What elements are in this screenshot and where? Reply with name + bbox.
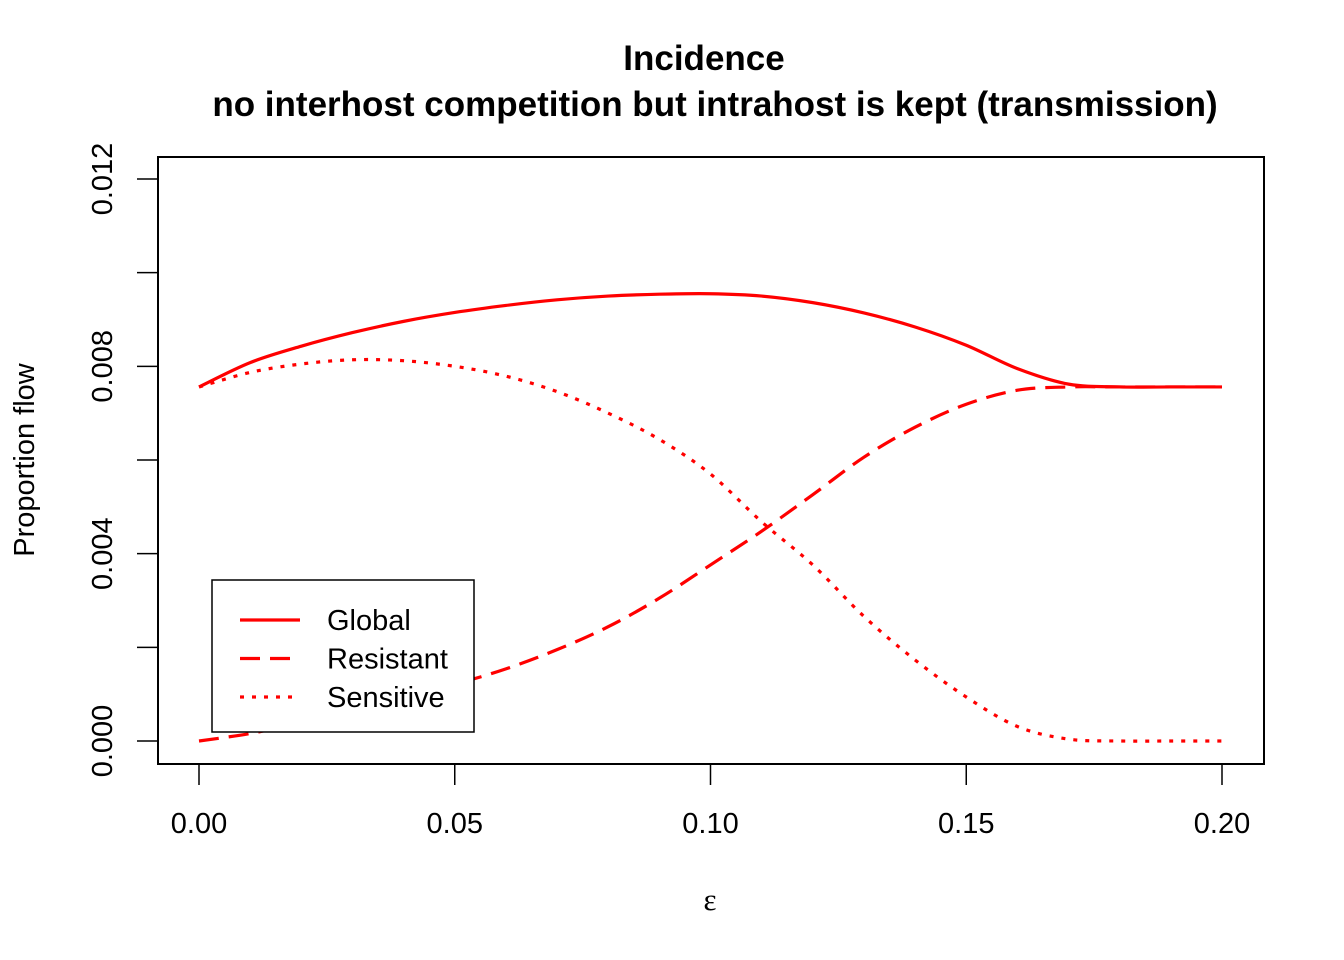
x-tick-label: 0.15: [938, 808, 994, 840]
x-axis-label: ε: [703, 882, 716, 917]
legend-label-global: Global: [327, 605, 411, 637]
chart-subtitle: no interhost competition but intrahost i…: [212, 85, 1217, 124]
legend-label-sensitive: Sensitive: [327, 682, 445, 714]
y-axis: 0.000 0.004 0.008 0.012: [87, 143, 159, 778]
series-layer: [198, 292, 1222, 743]
legend: Global Resistant Sensitive: [211, 579, 475, 733]
y-axis-label: Proportion flow: [9, 362, 41, 556]
series-line-global: [198, 292, 1222, 389]
y-tick-label: 0.012: [87, 143, 119, 216]
x-tick-label: 0.20: [1194, 808, 1250, 840]
chart-title: Incidence: [623, 39, 784, 78]
legend-label-resistant: Resistant: [327, 644, 448, 676]
y-tick-label: 0.000: [87, 705, 119, 778]
series-line-resistant: [198, 385, 1222, 743]
legend-box: [211, 579, 475, 733]
x-axis: 0.00 0.05 0.10 0.15 0.20: [171, 763, 1250, 840]
x-tick-label: 0.00: [171, 808, 227, 840]
x-tick-label: 0.10: [682, 808, 738, 840]
x-tick-label: 0.05: [427, 808, 483, 840]
y-tick-label: 0.008: [87, 330, 119, 403]
y-tick-label: 0.004: [87, 517, 119, 590]
